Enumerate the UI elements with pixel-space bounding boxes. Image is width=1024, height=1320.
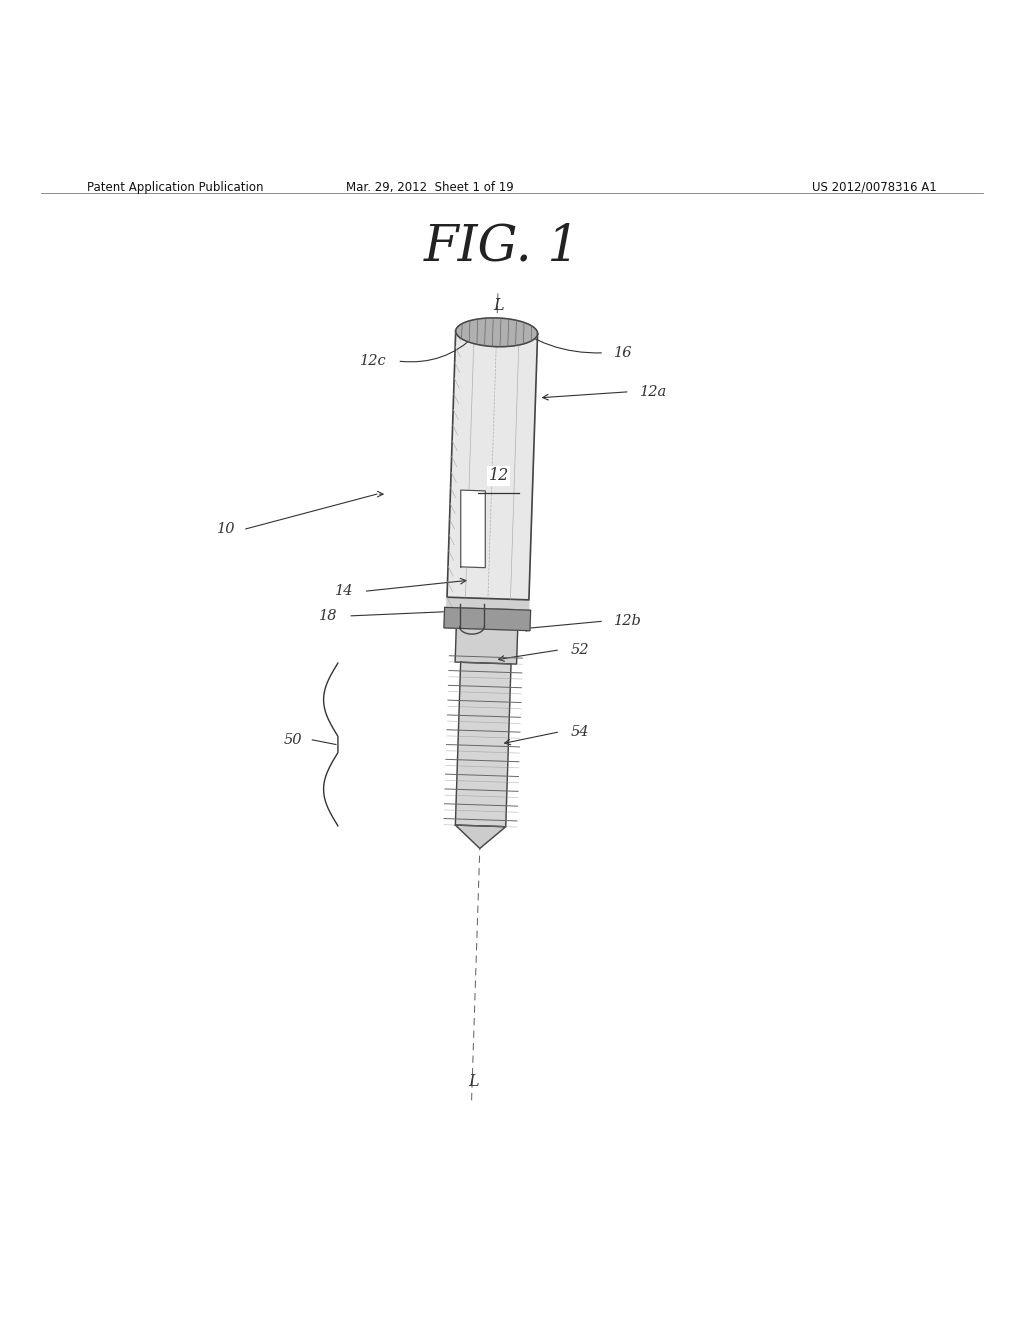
Text: 14: 14: [335, 585, 353, 598]
Text: Patent Application Publication: Patent Application Publication: [87, 181, 263, 194]
Text: 54: 54: [570, 725, 589, 739]
Polygon shape: [455, 607, 518, 664]
Polygon shape: [456, 825, 506, 849]
Text: US 2012/0078316 A1: US 2012/0078316 A1: [812, 181, 937, 194]
Polygon shape: [456, 318, 538, 347]
Text: 10: 10: [217, 521, 236, 536]
Polygon shape: [446, 597, 528, 610]
Text: L: L: [468, 1073, 478, 1090]
Text: L: L: [494, 297, 504, 314]
Text: 12b: 12b: [614, 614, 642, 628]
Text: 50: 50: [284, 733, 302, 747]
Text: 12a: 12a: [640, 384, 668, 399]
Text: 16: 16: [614, 346, 633, 360]
Polygon shape: [461, 490, 485, 568]
Text: 52: 52: [570, 643, 589, 657]
Text: 12: 12: [488, 467, 509, 484]
Polygon shape: [456, 663, 511, 826]
Polygon shape: [444, 607, 530, 631]
Text: 12c: 12c: [360, 354, 387, 368]
Text: 18: 18: [319, 609, 338, 623]
Text: Mar. 29, 2012  Sheet 1 of 19: Mar. 29, 2012 Sheet 1 of 19: [346, 181, 514, 194]
Text: FIG. 1: FIG. 1: [424, 222, 580, 271]
Polygon shape: [447, 331, 538, 599]
